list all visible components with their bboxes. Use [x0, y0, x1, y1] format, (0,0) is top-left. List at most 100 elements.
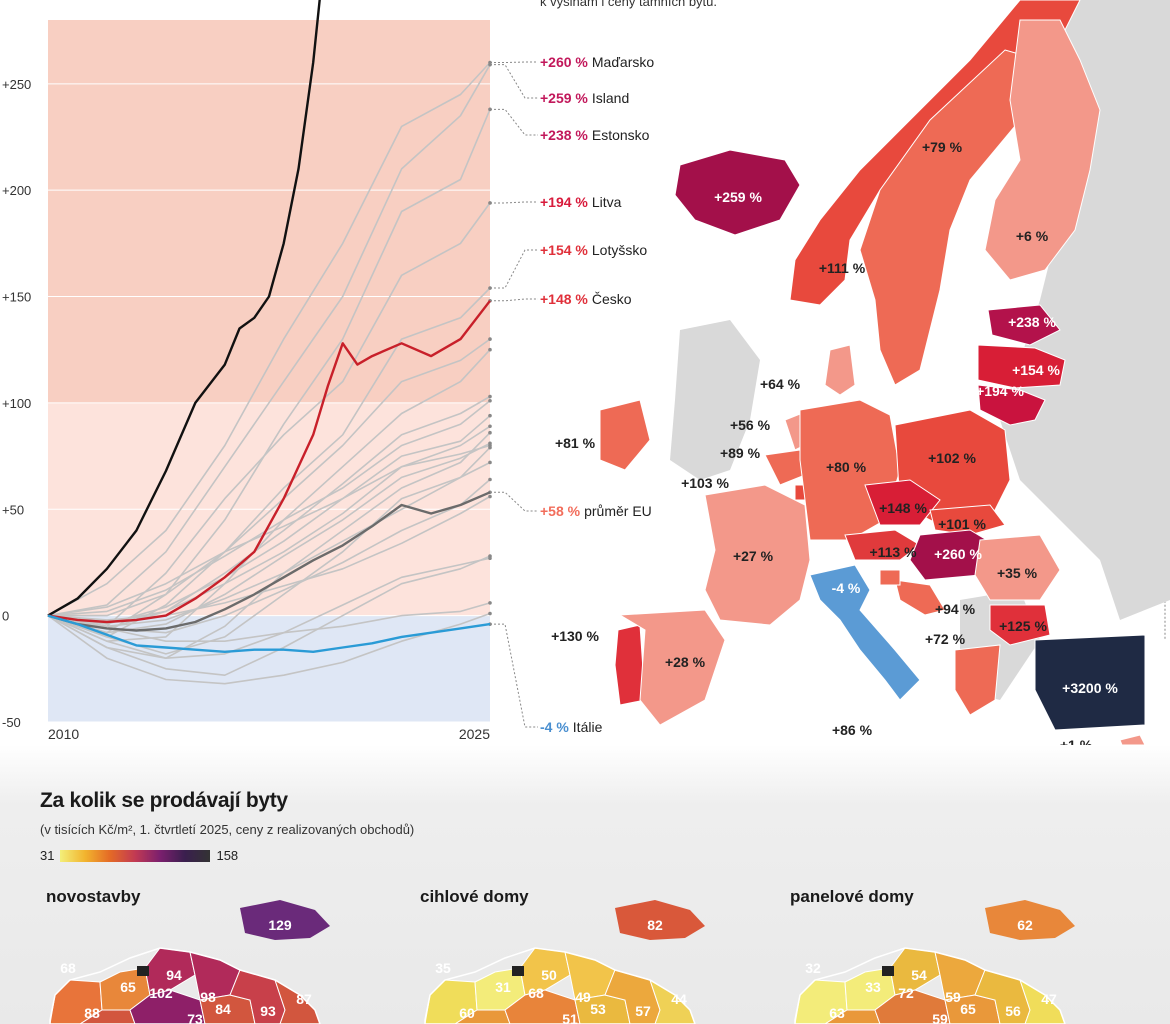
- panel-title-novostavby: novostavby: [46, 887, 141, 906]
- country-spain: [618, 609, 726, 726]
- country-estonia: [987, 304, 1061, 346]
- callout-country: průměr EU: [584, 503, 652, 519]
- y-tick-label: +100: [2, 396, 31, 411]
- callout-country: Litva: [592, 194, 622, 210]
- country-france: [704, 484, 811, 626]
- callout-country: Itálie: [573, 719, 603, 735]
- series-end-point: [488, 445, 492, 450]
- callout-connector: [500, 249, 538, 289]
- callout-connector: [500, 201, 538, 204]
- line-chart: +250 +200 +150 +100 +50 0 -50 2010 2025: [2, 0, 500, 742]
- europe-map: +259 %+111 %+79 %+6 %+238 %+154 %+194 %+…: [500, 0, 1170, 745]
- country-label: +101 %: [938, 516, 986, 532]
- callout-country: Česko: [592, 291, 632, 307]
- country-label: +260 %: [934, 546, 982, 562]
- country-ireland: [599, 399, 651, 471]
- country-label: +94 %: [935, 601, 976, 617]
- inset-value: 62: [1017, 917, 1033, 933]
- region-value: 98: [200, 989, 216, 1005]
- intro-text: k výšinám i ceny tamních bytů.: [540, 0, 718, 9]
- region-value: 56: [1005, 1003, 1021, 1019]
- country-label: +148 %: [879, 500, 927, 516]
- series-end-point: [488, 477, 492, 482]
- region-value: 53: [590, 1001, 606, 1017]
- bottom-section: Za kolik se prodávají byty (v tisících K…: [0, 745, 1170, 1024]
- series-end-point: [488, 413, 492, 418]
- region-value: 72: [898, 985, 914, 1001]
- callout-label: -4 % Itálie: [540, 719, 603, 735]
- series-end-point: [488, 398, 492, 403]
- country-label: -4 %: [832, 580, 861, 596]
- country-label: +28 %: [665, 654, 706, 670]
- region-value: 49: [575, 989, 591, 1005]
- country-belgium: [764, 449, 806, 486]
- y-tick-label: +200: [2, 183, 31, 198]
- country-austria: [844, 529, 921, 561]
- callout-country: Island: [592, 90, 629, 106]
- country-outline: [794, 947, 1066, 1024]
- x-tick-label: 2025: [459, 726, 490, 742]
- grey-series-line-11: [47, 395, 491, 630]
- region-value: 32: [805, 960, 821, 976]
- country-outline: [49, 947, 321, 1024]
- region-value: 47: [1041, 991, 1057, 1007]
- country-label: +1 %: [1060, 737, 1093, 745]
- slovakia-inset: [985, 900, 1075, 940]
- country-label: +89 %: [720, 445, 761, 461]
- callout-label: +260 % Maďarsko: [540, 54, 654, 70]
- grey-series-line-24: [47, 612, 491, 685]
- callout-label: +238 % Estonsko: [540, 127, 650, 143]
- mini-map-panelove: 62 32 33 54 59 63 72 65 56 47 59: [794, 900, 1075, 1024]
- region-value: 87: [296, 991, 312, 1007]
- bottom-subtitle: (v tisících Kč/m², 1. čtvrtletí 2025, ce…: [40, 822, 415, 837]
- inset-value: 129: [268, 917, 292, 933]
- country-label: +27 %: [733, 548, 774, 564]
- callout-label: +58 % průměr EU: [540, 503, 652, 519]
- callout-connector: [500, 61, 538, 64]
- callout-label: +148 % Česko: [540, 291, 632, 307]
- band-0: [48, 20, 490, 403]
- series-end-point: [488, 347, 492, 352]
- region-value: 68: [528, 985, 544, 1001]
- country-label: +113 %: [869, 544, 917, 560]
- callout-connector: [500, 108, 538, 136]
- background-land: [670, 320, 760, 480]
- country-label: +102 %: [928, 450, 976, 466]
- country-sweden: [859, 49, 1041, 386]
- country-label: +72 %: [925, 631, 966, 647]
- country-label: +3200 %: [1062, 680, 1118, 696]
- series-end-point: [488, 337, 492, 341]
- region-value: 102: [149, 985, 173, 1001]
- slovakia-inset: [615, 900, 705, 940]
- region-value: 33: [865, 979, 881, 995]
- grey-series-line-19: [47, 461, 491, 628]
- grey-series-line-25: [47, 602, 491, 642]
- slovakia-inset: [240, 900, 330, 940]
- country-label: +111 %: [819, 260, 866, 276]
- region-value: 54: [911, 967, 927, 983]
- highlight-series-line-1: [47, 300, 491, 624]
- country-label: +194 %: [976, 383, 1024, 399]
- country-label: +86 %: [832, 722, 873, 738]
- callout-value: +259 %: [540, 90, 588, 106]
- region-value: 59: [932, 1011, 948, 1024]
- grey-series-line-21: [47, 495, 491, 621]
- country-label: +56 %: [730, 417, 771, 433]
- series-end-point: [488, 601, 492, 605]
- callout-country: Estonsko: [592, 127, 650, 143]
- country-cyprus: [1119, 734, 1146, 745]
- mini-map-cihlove: 82 35 31 50 49 60 68 53 57 44 51: [424, 900, 705, 1024]
- grey-series-line-4: [47, 61, 491, 617]
- country-label: +64 %: [760, 376, 801, 392]
- region-value: 93: [260, 1003, 276, 1019]
- panel-title-cihlove: cihlové domy: [420, 887, 529, 906]
- region-value: 50: [541, 967, 557, 983]
- country-label: +130 %: [551, 628, 599, 644]
- grey-series-line-8: [47, 287, 491, 638]
- region-value: 84: [215, 1001, 231, 1017]
- country-label: +81 %: [555, 435, 596, 451]
- highlight-series-line-2: [47, 491, 491, 632]
- region-value: 31: [495, 979, 511, 995]
- country-finland: [984, 19, 1101, 281]
- country-greece: [954, 644, 1001, 716]
